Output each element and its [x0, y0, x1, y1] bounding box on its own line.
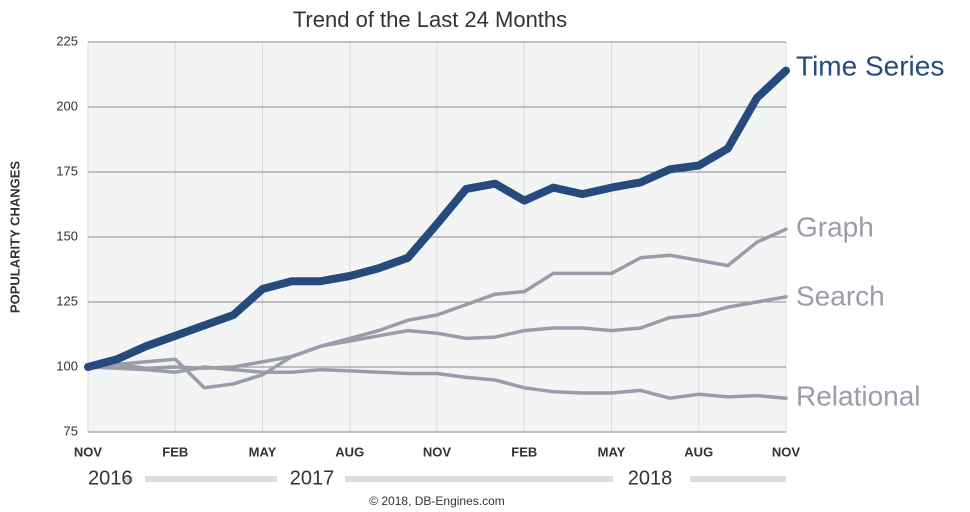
- y-tick-label: 75: [64, 423, 78, 438]
- y-tick-label: 200: [56, 98, 78, 113]
- y-tick-label: 175: [56, 163, 78, 178]
- x-tick-label: MAY: [249, 444, 277, 459]
- series-label: Search: [796, 280, 885, 311]
- y-tick-label: 225: [56, 33, 78, 48]
- footer: © 2018, DB-Engines.com: [369, 494, 505, 508]
- y-tick-label: 125: [56, 293, 78, 308]
- chart-title: Trend of the Last 24 Months: [293, 7, 567, 32]
- series-label: Time Series: [796, 50, 944, 81]
- x-tick-label: FEB: [511, 444, 537, 459]
- x-tick-label: NOV: [74, 444, 103, 459]
- series-label: Graph: [796, 211, 874, 242]
- series-line: [86, 295, 788, 390]
- year-label: 2018: [628, 467, 673, 489]
- y-tick-label: 100: [56, 358, 78, 373]
- x-tick-label: NOV: [772, 444, 801, 459]
- x-tick-label: AUG: [684, 444, 713, 459]
- year-label: 2016: [88, 467, 133, 489]
- series-line: [86, 227, 788, 371]
- y-tick-label: 150: [56, 228, 78, 243]
- x-tick-label: NOV: [423, 444, 452, 459]
- year-bar: [125, 476, 786, 482]
- series-label: Relational: [796, 380, 921, 411]
- x-tick-label: AUG: [335, 444, 364, 459]
- year-label: 2017: [290, 467, 335, 489]
- y-axis-label: POPULARITY CHANGES: [7, 161, 22, 313]
- series-line: [84, 66, 790, 371]
- x-tick-label: FEB: [162, 444, 188, 459]
- x-tick-label: MAY: [598, 444, 626, 459]
